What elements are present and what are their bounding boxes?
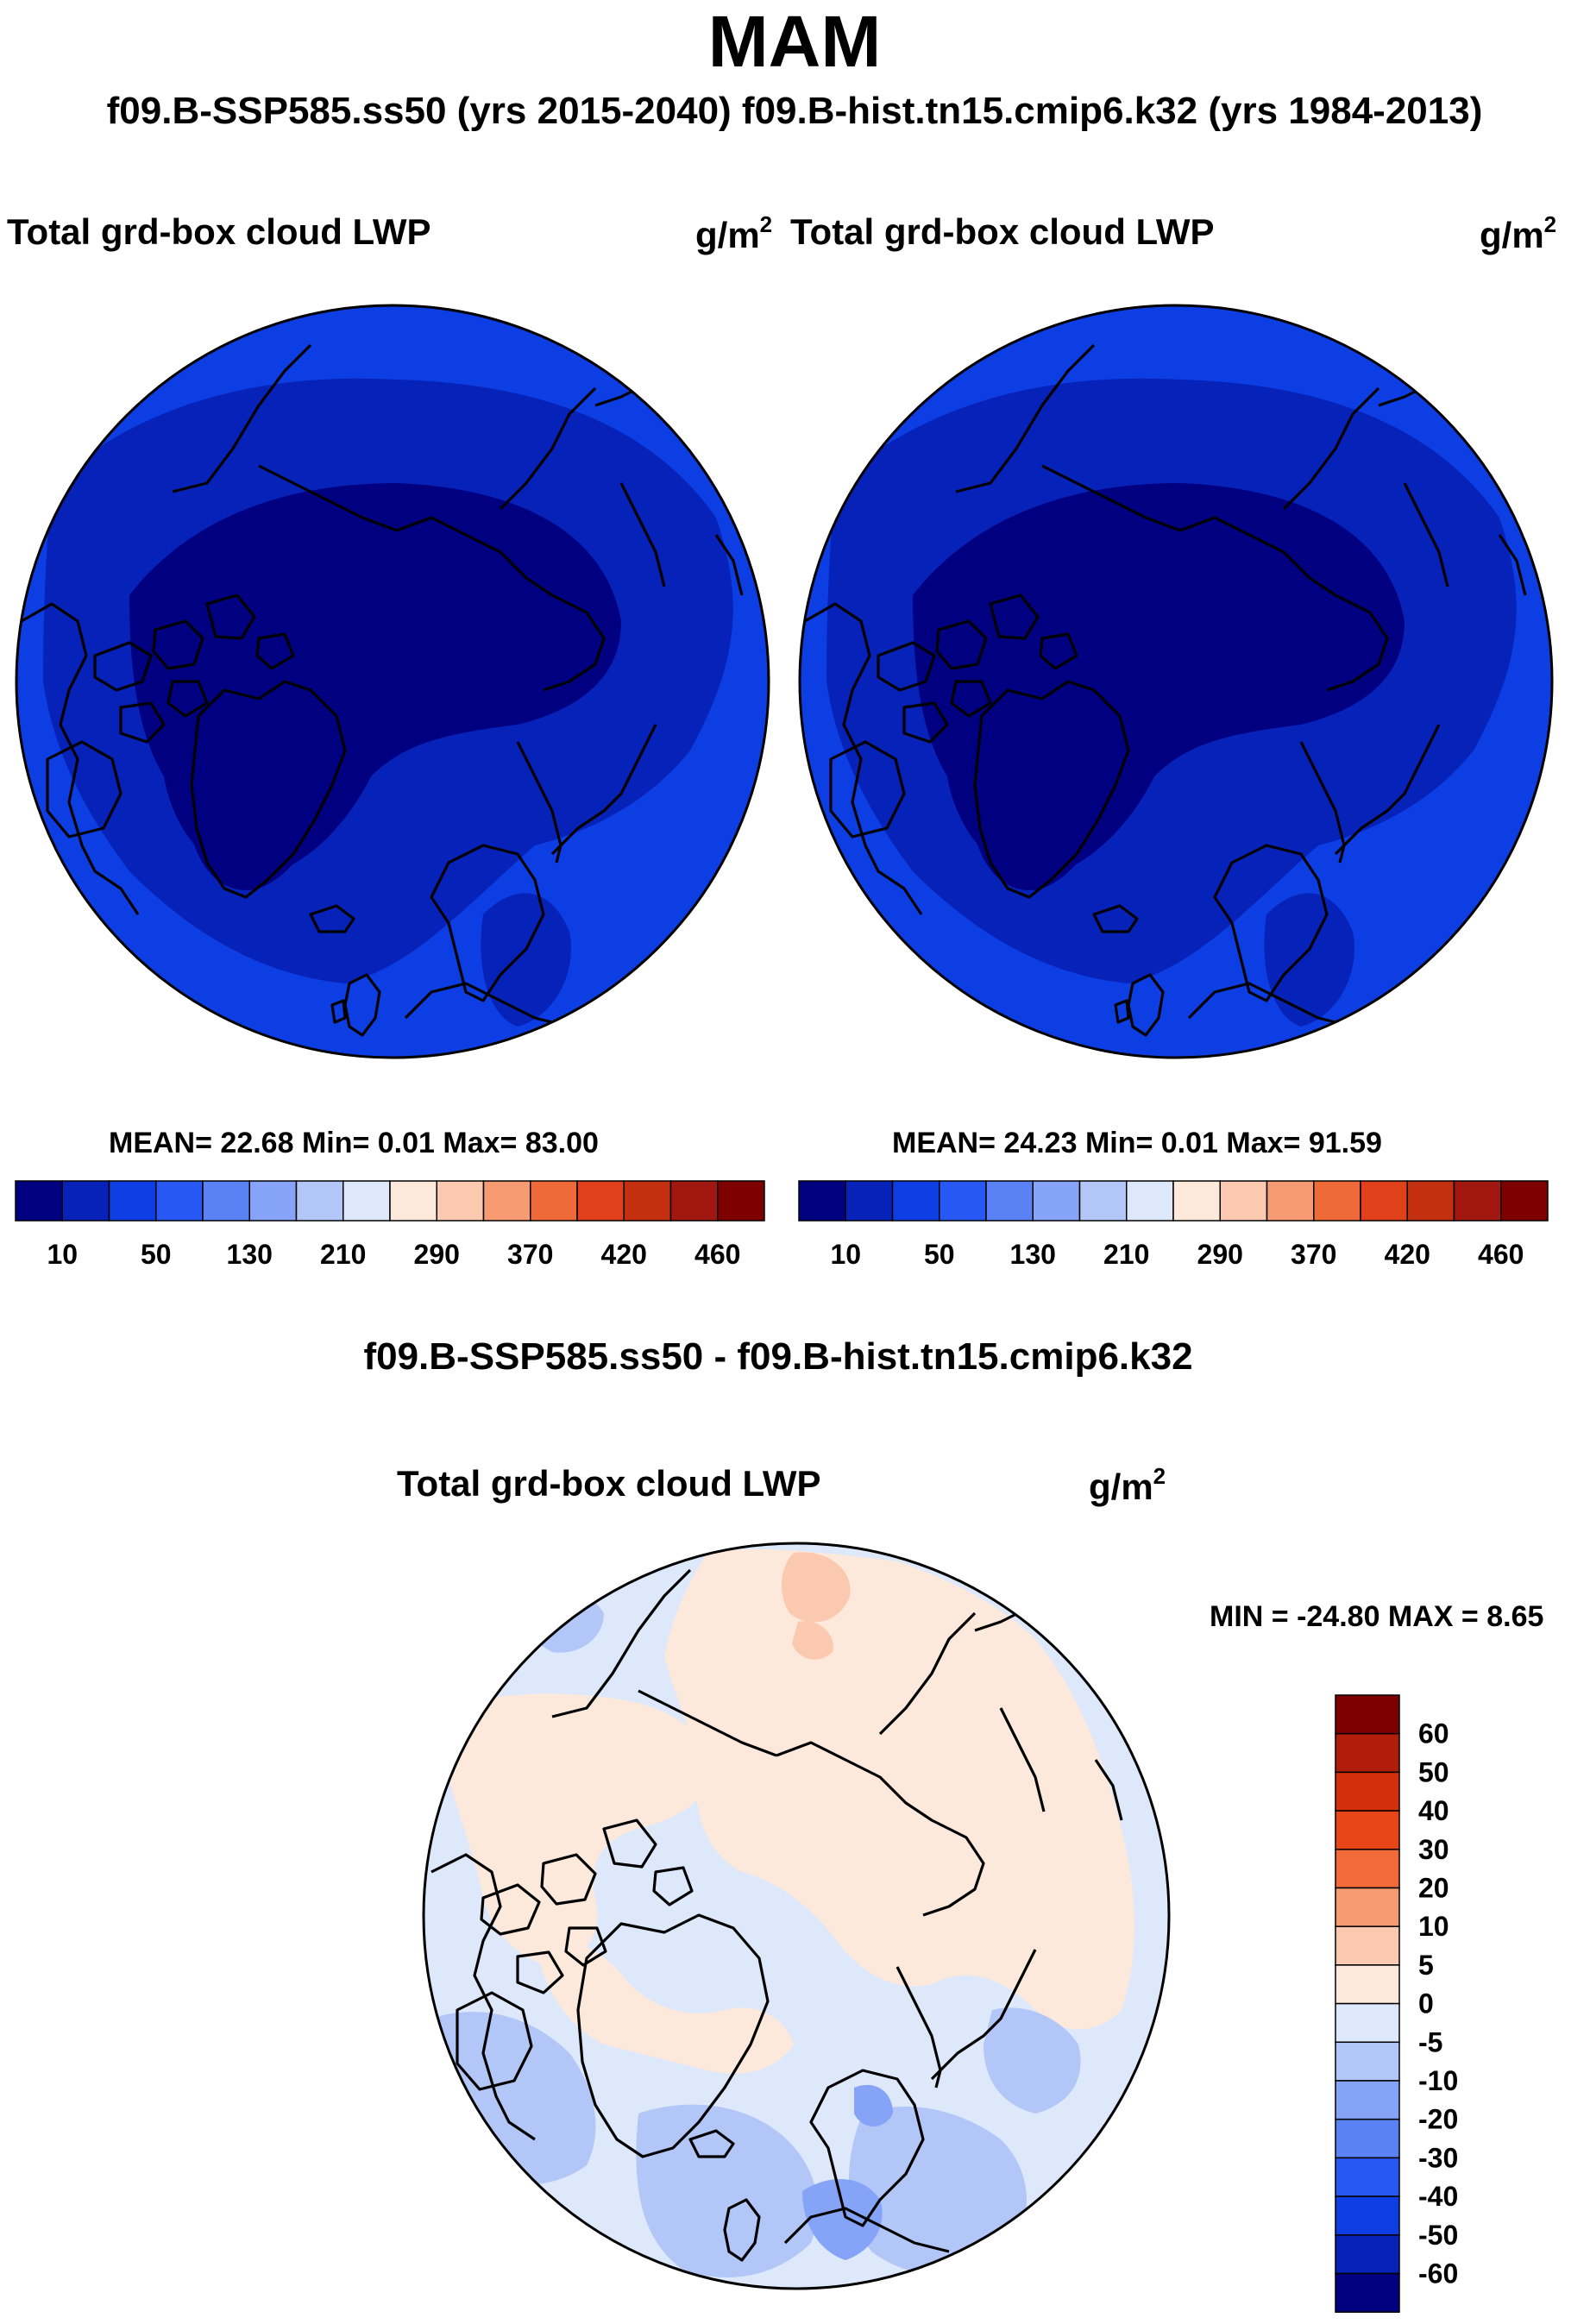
right-colorbar-swatch bbox=[985, 1180, 1034, 1222]
right-colorbar-swatch bbox=[891, 1180, 940, 1222]
left-colorbar-tick-label: 130 bbox=[227, 1239, 273, 1270]
diff-units: g/m2 bbox=[1089, 1463, 1166, 1507]
diff-colorbar-tick-label: -30 bbox=[1418, 2142, 1458, 2173]
right-colorbar: 10 50 130 210 290 370 420 460 bbox=[798, 1180, 1549, 1270]
diff-colorbar-swatch bbox=[1335, 2080, 1400, 2120]
diff-colorbar-tick-label: -20 bbox=[1418, 2104, 1458, 2135]
right-colorbar-tick-label: 50 bbox=[924, 1239, 955, 1270]
left-colorbar-swatch bbox=[108, 1180, 157, 1222]
right-colorbar-swatch bbox=[1266, 1180, 1315, 1222]
right-colorbar-swatch bbox=[1500, 1180, 1549, 1222]
right-units: g/m2 bbox=[1480, 211, 1557, 255]
diff-colorbar-swatch bbox=[1335, 2118, 1400, 2159]
figure-subtitle: f09.B-SSP585.ss50 (yrs 2015-2040) f09.B-… bbox=[106, 90, 1483, 132]
diff-colorbar-swatch bbox=[1335, 1810, 1400, 1850]
diff-colorbar-tick-label: 20 bbox=[1418, 1873, 1449, 1904]
diff-colorbar-tick-label: -50 bbox=[1418, 2220, 1458, 2251]
diff-variable-title: Total grd-box cloud LWP bbox=[397, 1463, 821, 1504]
diff-colorbar-swatch bbox=[1335, 1732, 1400, 1774]
right-colorbar-swatch bbox=[1406, 1180, 1455, 1222]
left-colorbar-tick-label: 50 bbox=[141, 1239, 172, 1270]
right-colorbar-swatch bbox=[1360, 1180, 1408, 1222]
right-stats: MEAN= 24.23 Min= 0.01 Max= 91.59 bbox=[892, 1127, 1382, 1159]
left-colorbar-swatch bbox=[530, 1180, 578, 1222]
diff-colorbar-swatch bbox=[1335, 2234, 1400, 2275]
diff-colorbar-tick-label: 30 bbox=[1418, 1834, 1449, 1865]
right-colorbar-swatch bbox=[1172, 1180, 1221, 1222]
left-units: g/m2 bbox=[695, 211, 773, 255]
diff-colorbar-swatch bbox=[1335, 2041, 1400, 2082]
left-colorbar-tick-label: 420 bbox=[601, 1239, 647, 1270]
diff-colorbar-tick-label: -10 bbox=[1418, 2065, 1458, 2096]
diff-colorbar-swatch bbox=[1335, 1887, 1400, 1927]
left-colorbar-swatch bbox=[623, 1180, 672, 1222]
left-colorbar-swatch bbox=[295, 1180, 344, 1222]
left-colorbar-swatch bbox=[343, 1180, 391, 1222]
left-colorbar-tick-label: 10 bbox=[47, 1239, 78, 1270]
diff-colorbar-tick-label: -40 bbox=[1418, 2181, 1458, 2212]
right-colorbar-swatch bbox=[798, 1180, 846, 1222]
left-polar-map bbox=[15, 304, 770, 1059]
left-colorbar-swatch bbox=[717, 1180, 765, 1222]
difference-title: f09.B-SSP585.ss50 - f09.B-hist.tn15.cmip… bbox=[363, 1335, 1193, 1378]
left-colorbar-tick-label: 290 bbox=[414, 1239, 460, 1270]
right-colorbar-swatch bbox=[939, 1180, 987, 1222]
left-colorbar-swatch bbox=[15, 1180, 63, 1222]
left-variable-title: Total grd-box cloud LWP bbox=[7, 211, 431, 252]
left-colorbar-swatch bbox=[436, 1180, 485, 1222]
diff-colorbar-tick-label: 50 bbox=[1418, 1756, 1449, 1787]
right-colorbar-swatch bbox=[845, 1180, 894, 1222]
left-colorbar-tick-label: 370 bbox=[507, 1239, 553, 1270]
left-colorbar-tick-label: 460 bbox=[694, 1239, 740, 1270]
right-colorbar-swatch bbox=[1313, 1180, 1361, 1222]
left-colorbar-swatch bbox=[202, 1180, 250, 1222]
diff-colorbar-tick-label: 40 bbox=[1418, 1795, 1449, 1826]
diff-colorbar-tick-label: 60 bbox=[1418, 1718, 1449, 1749]
diff-colorbar-swatch bbox=[1335, 1849, 1400, 1889]
diff-colorbar-swatch bbox=[1335, 2157, 1400, 2197]
right-colorbar-swatch bbox=[1032, 1180, 1081, 1222]
left-stats: MEAN= 22.68 Min= 0.01 Max= 83.00 bbox=[109, 1127, 599, 1159]
left-colorbar-swatch bbox=[61, 1180, 110, 1222]
left-colorbar-swatch bbox=[389, 1180, 437, 1222]
right-colorbar-tick-label: 460 bbox=[1478, 1239, 1524, 1270]
diff-colorbar-swatch bbox=[1335, 2272, 1400, 2313]
diff-colorbar-tick-label: 10 bbox=[1418, 1911, 1449, 1942]
diff-colorbar-tick-label: 5 bbox=[1418, 1950, 1434, 1981]
diff-colorbar-swatch bbox=[1335, 2195, 1400, 2236]
left-colorbar-swatch bbox=[248, 1180, 298, 1222]
diff-colorbar-tick-label: 0 bbox=[1418, 1988, 1434, 2019]
left-colorbar-swatch bbox=[669, 1180, 719, 1222]
right-colorbar-tick-label: 10 bbox=[830, 1239, 861, 1270]
diff-colorbar-tick-label: -60 bbox=[1418, 2258, 1458, 2289]
right-colorbar-tick-label: 420 bbox=[1385, 1239, 1430, 1270]
left-colorbar: 10 50 130 210 290 370 420 460 bbox=[15, 1180, 765, 1270]
right-colorbar-swatch bbox=[1126, 1180, 1174, 1222]
left-colorbar-swatch bbox=[155, 1180, 204, 1222]
diff-colorbar-swatch bbox=[1335, 1694, 1400, 1735]
left-colorbar-swatch bbox=[482, 1180, 531, 1222]
right-colorbar-tick-label: 210 bbox=[1103, 1239, 1149, 1270]
right-colorbar-swatch bbox=[1219, 1180, 1268, 1222]
diff-colorbar-swatch bbox=[1335, 1771, 1400, 1812]
season-title: MAM bbox=[707, 1, 882, 82]
diff-colorbar-swatch bbox=[1335, 2002, 1400, 2044]
diff-colorbar-tick-label: -5 bbox=[1418, 2026, 1442, 2057]
right-polar-map bbox=[798, 304, 1554, 1059]
right-colorbar-swatch bbox=[1453, 1180, 1502, 1222]
left-colorbar-tick-label: 210 bbox=[320, 1239, 366, 1270]
left-colorbar-swatch bbox=[576, 1180, 625, 1222]
diff-colorbar-swatch bbox=[1335, 1964, 1400, 2005]
diff-colorbar-swatch bbox=[1335, 1925, 1400, 1966]
diff-stats: MIN = -24.80 MAX = 8.65 bbox=[1210, 1600, 1544, 1633]
right-colorbar-swatch bbox=[1078, 1180, 1128, 1222]
right-colorbar-tick-label: 130 bbox=[1010, 1239, 1056, 1270]
right-variable-title: Total grd-box cloud LWP bbox=[790, 211, 1215, 252]
difference-polar-map bbox=[422, 1542, 1171, 2290]
right-colorbar-tick-label: 290 bbox=[1197, 1239, 1243, 1270]
right-colorbar-tick-label: 370 bbox=[1291, 1239, 1336, 1270]
